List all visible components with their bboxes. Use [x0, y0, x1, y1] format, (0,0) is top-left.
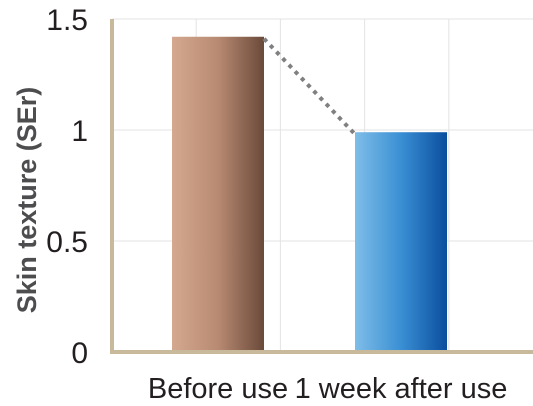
trend-connector: [262, 37, 357, 136]
y-tick-label: 0: [71, 337, 88, 370]
x-category-label: Before use: [148, 373, 288, 405]
labels: 0 0.5 1 1.5 Before use 1 week after use: [46, 4, 507, 405]
bar-2: [355, 132, 447, 352]
bar-1: [172, 36, 264, 352]
x-category-label: 1 week after use: [295, 373, 508, 405]
axes: [110, 19, 533, 354]
y-tick-label: 0.5: [46, 226, 88, 259]
y-tick-label: 1: [71, 115, 88, 148]
y-tick-label: 1.5: [46, 4, 88, 37]
bars: [172, 36, 447, 352]
y-axis-title: Skin texture (SEr): [12, 87, 42, 314]
